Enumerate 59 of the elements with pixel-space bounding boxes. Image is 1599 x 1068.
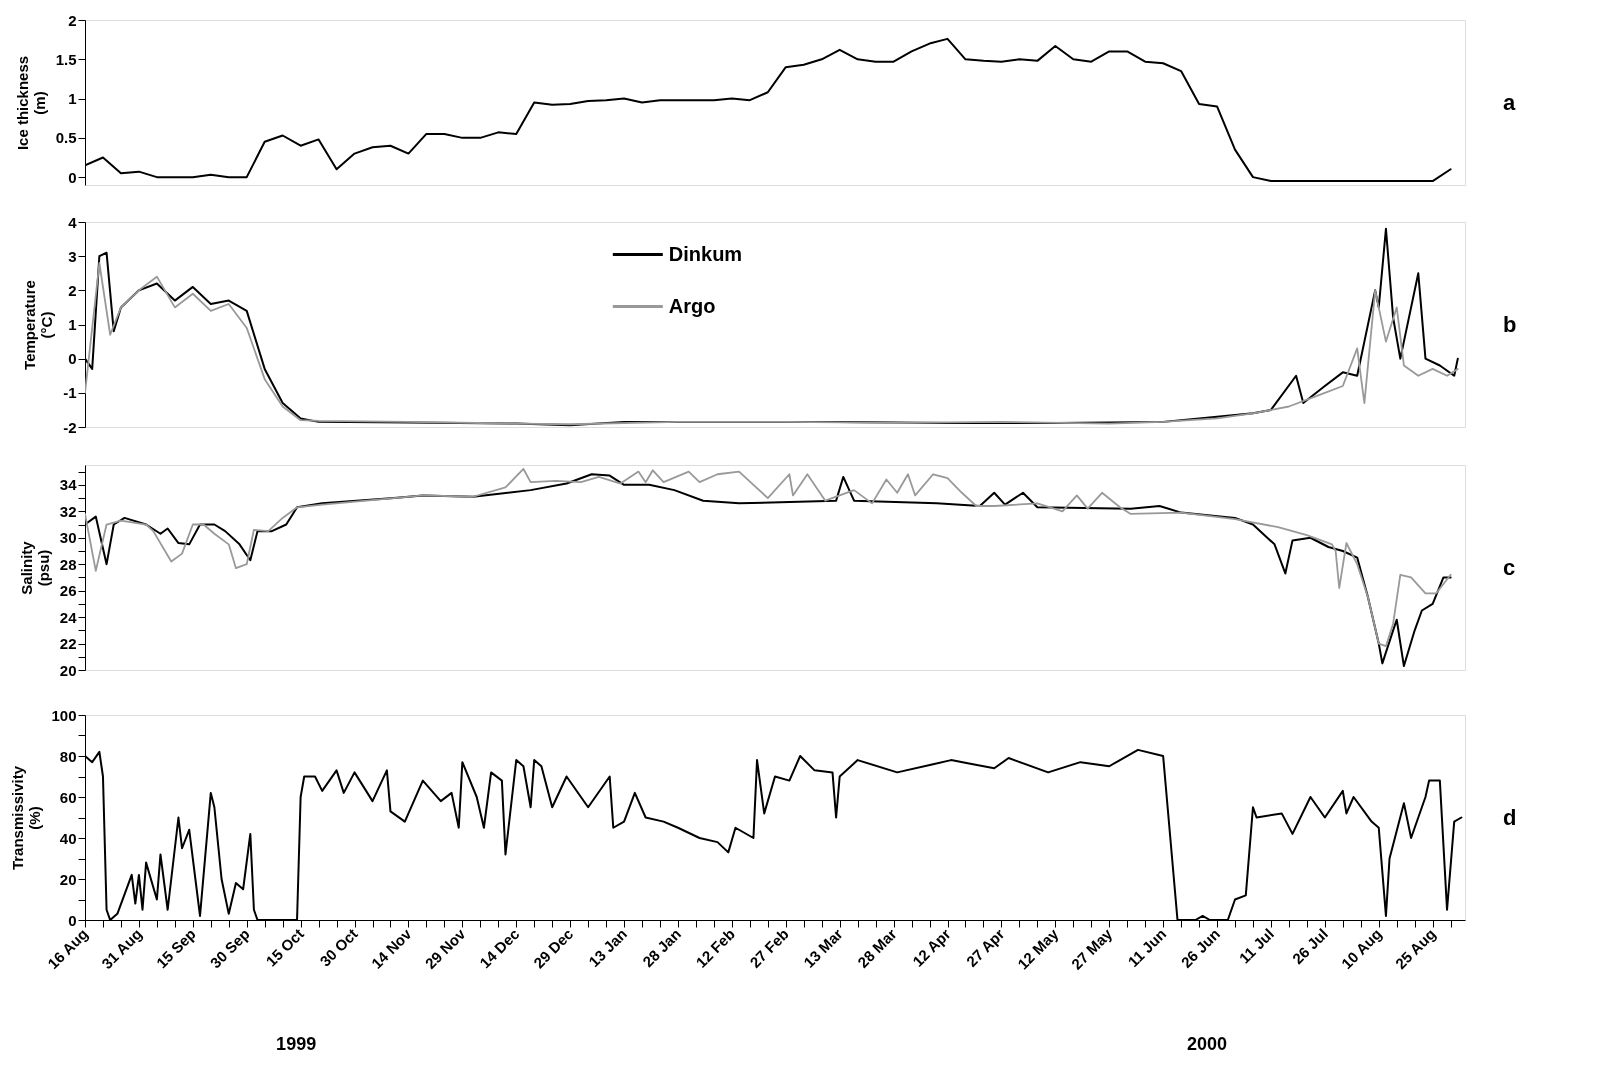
text: a bbox=[1503, 89, 1516, 115]
y-tick-label: 2 bbox=[68, 281, 77, 299]
y-tick-label: 30 bbox=[59, 529, 77, 547]
y-axis-title: Ice thickness (m) bbox=[13, 55, 48, 151]
x-tick-label: 15 Sep bbox=[152, 925, 199, 972]
y-tick-label: -2 bbox=[63, 418, 77, 436]
text: 2000 bbox=[1186, 1034, 1227, 1054]
y-tick-label: 28 bbox=[59, 555, 77, 573]
y-tick-label: 80 bbox=[59, 747, 77, 765]
x-tick-label: 13 Mar bbox=[800, 925, 846, 971]
text: b bbox=[1503, 311, 1517, 337]
text: d bbox=[1503, 804, 1517, 830]
legend-label: Dinkum bbox=[668, 242, 743, 265]
y-tick-label: 1 bbox=[68, 90, 77, 108]
x-tick-label: 27 Feb bbox=[746, 925, 792, 971]
x-tick-label: 26 Jun bbox=[1177, 925, 1224, 971]
y-tick-label: 1 bbox=[68, 316, 77, 333]
x-tick-label: 12 Apr bbox=[909, 925, 954, 970]
y-tick-label: 0 bbox=[68, 168, 77, 186]
y-tick-label: 0 bbox=[68, 911, 77, 929]
y-axis-title: Temperature (°C) bbox=[21, 280, 56, 370]
y-tick-label: 24 bbox=[59, 608, 78, 626]
y-tick-label: 22 bbox=[59, 635, 77, 653]
x-tick-label: 27 Apr bbox=[962, 925, 1008, 970]
y-tick-label: 60 bbox=[59, 788, 77, 806]
y-axis-title: Transmissivity (%) bbox=[9, 765, 44, 871]
x-tick-label: 11 Jun bbox=[1124, 925, 1170, 971]
y-tick-label: -1 bbox=[63, 384, 77, 402]
line-series bbox=[85, 262, 1459, 426]
x-tick-label: 29 Dec bbox=[530, 925, 577, 972]
y-tick-label: 26 bbox=[59, 582, 77, 600]
y-tick-label: 0 bbox=[68, 350, 77, 368]
x-tick-label: 28 Jan bbox=[639, 925, 685, 971]
y-tick-label: 40 bbox=[59, 829, 77, 847]
x-tick-label: 26 Jul bbox=[1288, 925, 1331, 968]
x-tick-label: 15 Oct bbox=[262, 925, 307, 970]
y-tick-label: 34 bbox=[59, 476, 78, 494]
text: c bbox=[1503, 554, 1516, 580]
x-tick-label: 14 Dec bbox=[476, 925, 523, 972]
x-tick-label: 29 Nov bbox=[421, 924, 469, 972]
x-tick-label: 28 Mar bbox=[854, 925, 900, 971]
y-tick-label: 4 bbox=[68, 213, 78, 231]
x-tick-label: 12 Feb bbox=[692, 925, 739, 971]
y-tick-label: 32 bbox=[59, 502, 77, 520]
legend-label: Argo bbox=[668, 294, 716, 317]
y-tick-label: 3 bbox=[68, 247, 77, 265]
y-tick-label: 0.5 bbox=[55, 129, 77, 147]
y-tick-label: 2 bbox=[68, 11, 77, 29]
y-tick-label: 20 bbox=[59, 661, 77, 679]
y-tick-label: 100 bbox=[51, 706, 77, 724]
y-tick-label: 1.5 bbox=[55, 50, 77, 68]
y-axis-title: Salinity (psu) bbox=[17, 540, 52, 595]
x-tick-label: 11 Jul bbox=[1235, 925, 1278, 967]
x-tick-label: 30 Oct bbox=[316, 925, 361, 970]
x-tick-label: 14 Nov bbox=[367, 924, 416, 972]
x-tick-label: 13 Jan bbox=[585, 925, 631, 971]
y-tick-label: 20 bbox=[59, 870, 77, 888]
text: 1999 bbox=[276, 1034, 317, 1054]
x-tick-label: 30 Sep bbox=[206, 925, 253, 972]
